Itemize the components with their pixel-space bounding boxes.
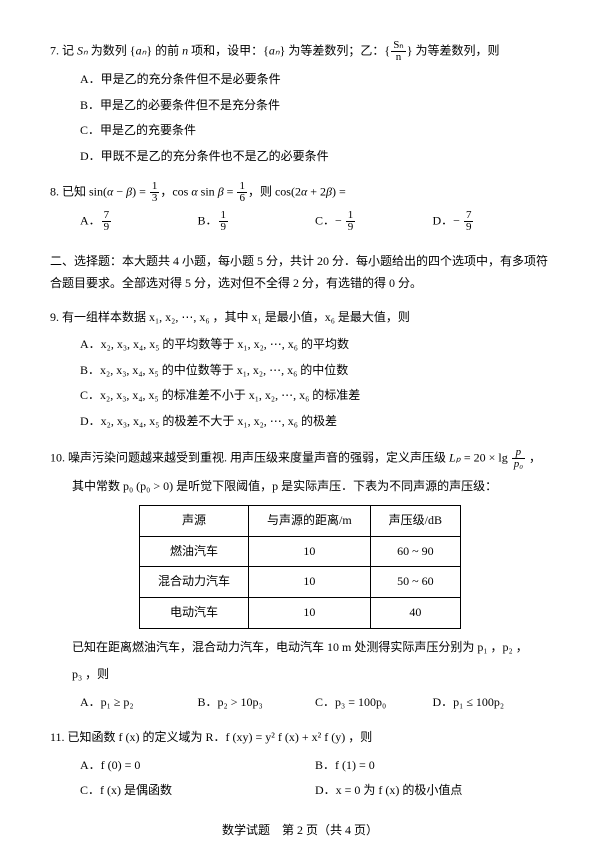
th-level: 声压级/dB [370, 506, 460, 537]
q9-options: A．x₂, x₃, x₄, x₅ 的平均数等于 x₁, x₂, ⋯, x₆ 的平… [50, 334, 550, 432]
q7-options: A．甲是乙的充分条件但不是必要条件 B．甲是乙的必要条件但不是充分条件 C．甲是… [50, 69, 550, 167]
q9-stem: 9. 有一组样本数据 x₁, x₂, ⋯, x₆ ，其中 x₁ 是最小值，x₆ … [50, 307, 550, 329]
q9-option-a: A．x₂, x₃, x₄, x₅ 的平均数等于 x₁, x₂, ⋯, x₆ 的平… [80, 334, 550, 356]
q8-option-c: C．− 19 [315, 210, 433, 233]
q10-stem3: 已知在距离燃油汽车，混合动力汽车，电动汽车 10 m 处测得实际声压分别为 p₁… [50, 637, 550, 659]
q10-option-c: C．p₃ = 100p₀ [315, 692, 433, 714]
question-9: 9. 有一组样本数据 x₁, x₂, ⋯, x₆ ，其中 x₁ 是最小值，x₆ … [50, 307, 550, 433]
page-footer: 数学试题 第 2 页（共 4 页） [50, 820, 550, 842]
q7-option-c: C．甲是乙的充要条件 [80, 120, 550, 142]
q10-options: A．p₁ ≥ p₂ B．p₂ > 10p₃ C．p₃ = 100p₀ D．p₁ … [50, 692, 550, 714]
q11-option-b: B．f (1) = 0 [315, 755, 550, 777]
exam-page: 7. 记 Sₙ 为数列 {aₙ} 的前 n 项和，设甲：{aₙ} 为等差数列；乙… [0, 0, 600, 862]
question-11: 11. 已知函数 f (x) 的定义域为 R．f (xy) = y² f (x)… [50, 727, 550, 806]
q8-option-a: A．79 [80, 210, 198, 233]
q11-stem: 11. 已知函数 f (x) 的定义域为 R．f (xy) = y² f (x)… [50, 727, 550, 749]
question-10: 10. 噪声污染问题越来越受到重视. 用声压级来度量声音的强弱，定义声压级 Lₚ… [50, 447, 550, 714]
q10-stem1: 10. 噪声污染问题越来越受到重视. 用声压级来度量声音的强弱，定义声压级 Lₚ… [50, 447, 550, 470]
q7-stem: 7. 记 Sₙ 为数列 {aₙ} 的前 n 项和，设甲：{aₙ} 为等差数列；乙… [50, 40, 550, 63]
q7-option-a: A．甲是乙的充分条件但不是必要条件 [80, 69, 550, 91]
section-2-header: 二、选择题：本大题共 4 小题，每小题 5 分，共计 20 分．每小题给出的四个… [50, 251, 550, 294]
th-source: 声源 [139, 506, 248, 537]
q8-options: A．79 B．19 C．− 19 D．− 79 [50, 210, 550, 233]
question-8: 8. 已知 sin(α − β) = 13，cos α sin β = 16，则… [50, 181, 550, 233]
q8-option-b: B．19 [198, 210, 316, 233]
q10-stem2: 其中常数 p₀ (p₀ > 0) 是听觉下限阈值，p 是实际声压．下表为不同声源… [50, 476, 550, 498]
q11-option-d: D．x = 0 为 f (x) 的极小值点 [315, 780, 550, 802]
q8-stem: 8. 已知 sin(α − β) = 13，cos α sin β = 16，则… [50, 181, 550, 204]
q11-options: A．f (0) = 0 B．f (1) = 0 C．f (x) 是偶函数 D．x… [50, 755, 550, 806]
q10-stem4: p₃ ，则 [50, 664, 550, 686]
table-row: 燃油汽车 10 60 ~ 90 [139, 536, 460, 567]
table-header-row: 声源 与声源的距离/m 声压级/dB [139, 506, 460, 537]
table-row: 电动汽车 10 40 [139, 597, 460, 628]
q10-option-b: B．p₂ > 10p₃ [198, 692, 316, 714]
q9-option-b: B．x₂, x₃, x₄, x₅ 的中位数等于 x₁, x₂, ⋯, x₆ 的中… [80, 360, 550, 382]
table-row: 混合动力汽车 10 50 ~ 60 [139, 567, 460, 598]
q9-option-c: C．x₂, x₃, x₄, x₅ 的标准差不小于 x₁, x₂, ⋯, x₆ 的… [80, 385, 550, 407]
q10-option-a: A．p₁ ≥ p₂ [80, 692, 198, 714]
q10-option-d: D．p₁ ≤ 100p₂ [433, 692, 551, 714]
q7-option-d: D．甲既不是乙的充分条件也不是乙的必要条件 [80, 146, 550, 168]
q9-option-d: D．x₂, x₃, x₄, x₅ 的极差不大于 x₁, x₂, ⋯, x₆ 的极… [80, 411, 550, 433]
q8-option-d: D．− 79 [433, 210, 551, 233]
q7-option-b: B．甲是乙的必要条件但不是充分条件 [80, 95, 550, 117]
q11-option-a: A．f (0) = 0 [80, 755, 315, 777]
question-7: 7. 记 Sₙ 为数列 {aₙ} 的前 n 项和，设甲：{aₙ} 为等差数列；乙… [50, 40, 550, 167]
th-distance: 与声源的距离/m [249, 506, 371, 537]
q10-table: 声源 与声源的距离/m 声压级/dB 燃油汽车 10 60 ~ 90 混合动力汽… [139, 505, 461, 628]
q11-option-c: C．f (x) 是偶函数 [80, 780, 315, 802]
